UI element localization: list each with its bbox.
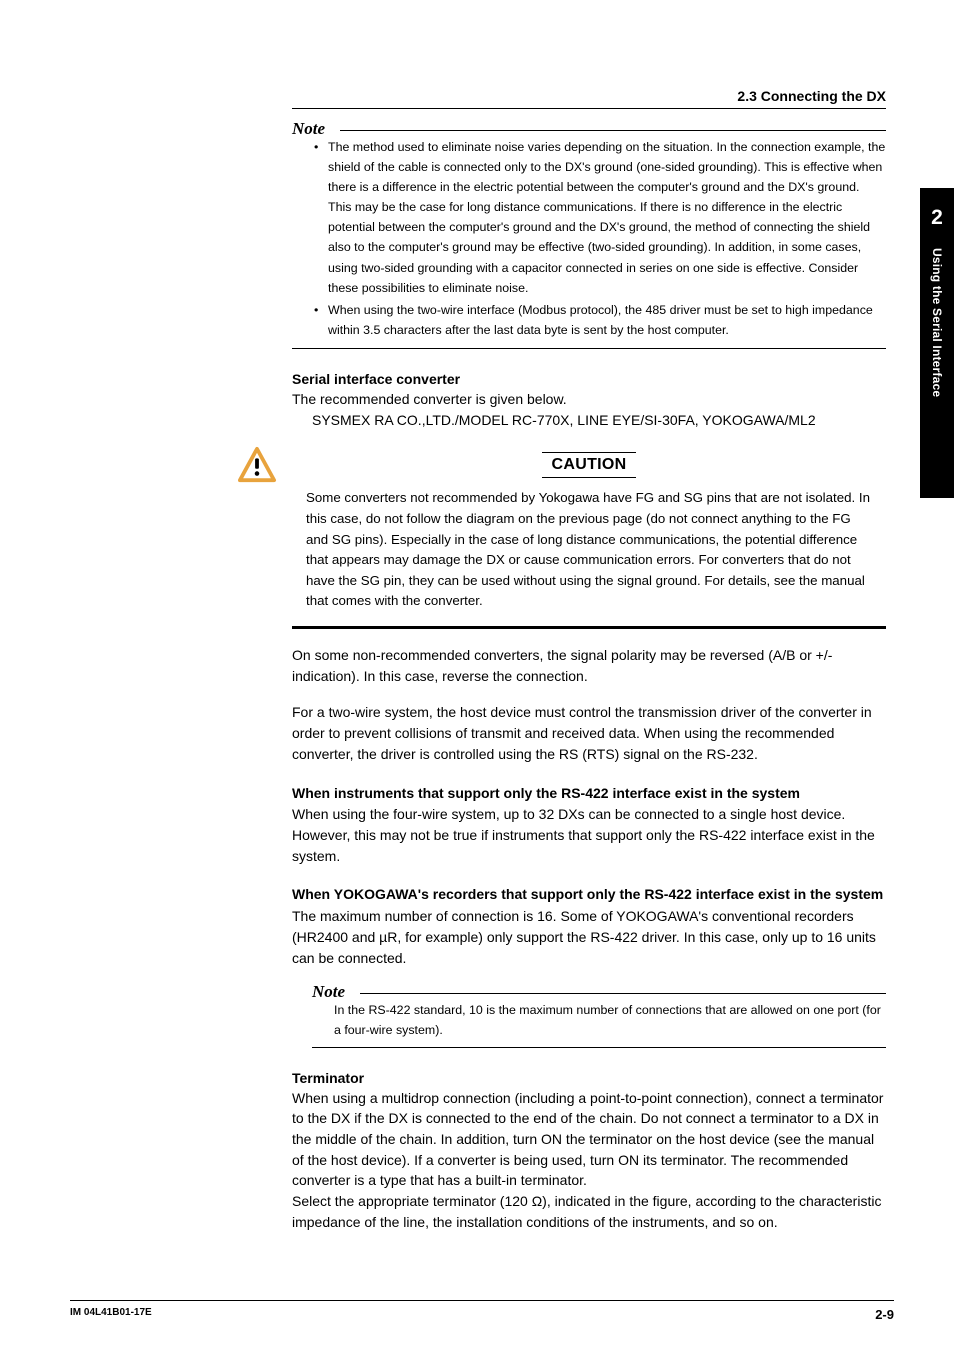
chapter-tab: 2 Using the Serial Interface — [920, 188, 954, 498]
note-block-1: Note The method used to eliminate noise … — [292, 119, 886, 349]
caution-title: CAUTION — [292, 452, 886, 478]
footer-right: 2-9 — [875, 1307, 894, 1322]
chapter-title: Using the Serial Interface — [930, 248, 944, 397]
caution-body: Some converters not recommended by Yokog… — [292, 488, 886, 629]
note-body: In the RS-422 standard, 10 is the maximu… — [312, 994, 886, 1047]
terminator-block: Terminator When using a multidrop connec… — [292, 1070, 886, 1233]
note-label: Note — [312, 982, 351, 1002]
paragraph: For a two-wire system, the host device m… — [292, 702, 886, 764]
content-area: 2.3 Connecting the DX Note The method us… — [292, 88, 886, 1233]
note-bullet: When using the two-wire interface (Modbu… — [314, 300, 886, 340]
subheading-body: When using the four-wire system, up to 3… — [292, 804, 886, 866]
note-bullet: The method used to eliminate noise varie… — [314, 137, 886, 298]
serial-converter-block: Serial interface converter The recommend… — [292, 371, 886, 430]
terminator bodyitor-body: When using a multidrop connection (inclu… — [292, 1088, 886, 1233]
subheading-yokogawa-recorders: When YOKOGAWA's recorders that support o… — [292, 884, 886, 906]
page: 2 Using the Serial Interface 2.3 Connect… — [0, 0, 954, 1350]
terminator-heading: Terminator — [292, 1070, 886, 1086]
subheading-rs422-instruments: When instruments that support only the R… — [292, 783, 886, 805]
note-body: The method used to eliminate noise varie… — [292, 131, 886, 349]
subheading-body: The maximum number of connection is 16. … — [292, 906, 886, 968]
section-header: 2.3 Connecting the DX — [292, 88, 886, 109]
caution-block: CAUTION Some converters not recommended … — [292, 452, 886, 629]
serial-converter-line1: The recommended converter is given below… — [292, 389, 886, 410]
page-footer: IM 04L41B01-17E 2-9 — [70, 1300, 894, 1322]
note-label: Note — [292, 119, 331, 139]
serial-converter-line2: SYSMEX RA CO.,LTD./MODEL RC-770X, LINE E… — [292, 410, 886, 431]
note-block-2: Note In the RS-422 standard, 10 is the m… — [312, 982, 886, 1047]
serial-converter-heading: Serial interface converter — [292, 371, 886, 387]
chapter-number: 2 — [920, 188, 954, 230]
warning-icon — [236, 446, 278, 489]
paragraph: On some non-recommended converters, the … — [292, 645, 886, 686]
footer-left: IM 04L41B01-17E — [70, 1307, 152, 1322]
